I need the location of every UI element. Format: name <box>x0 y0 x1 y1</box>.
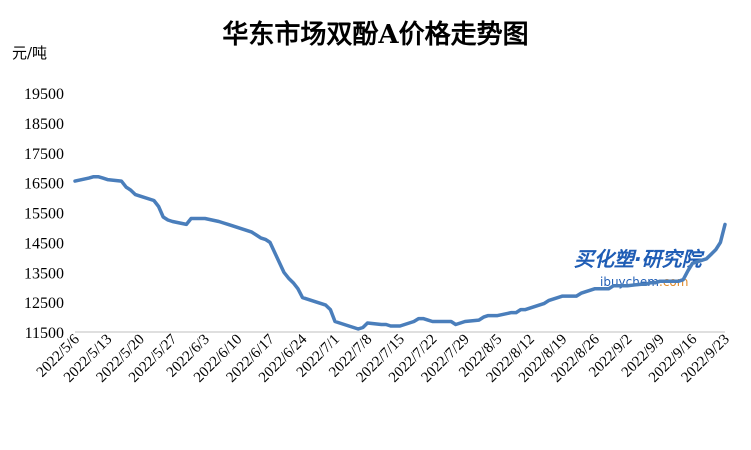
y-tick-label: 13500 <box>24 265 64 282</box>
y-tick-label: 19500 <box>24 86 64 103</box>
y-tick-label: 14500 <box>24 235 64 252</box>
y-tick-label: 17500 <box>24 146 64 163</box>
chart-title: 华东市场双酚A价格走势图 <box>222 20 529 50</box>
y-tick-label: 11500 <box>25 325 64 342</box>
y-tick-label: 16500 <box>24 176 64 193</box>
y-tick-label: 15500 <box>24 206 64 223</box>
x-axis: 2022/5/62022/5/132022/5/202022/5/272022/… <box>34 331 733 386</box>
series-line <box>73 174 727 331</box>
y-tick-label: 18500 <box>24 116 64 133</box>
watermark-cn: 买化塑·研究院 <box>574 247 706 271</box>
y-axis: 11500 12500 13500 14500 15500 16500 17500 18500… <box>24 86 64 342</box>
series-group <box>73 174 727 331</box>
y-axis-unit-label: 元/吨 <box>12 44 48 62</box>
y-tick-label: 12500 <box>24 295 64 312</box>
